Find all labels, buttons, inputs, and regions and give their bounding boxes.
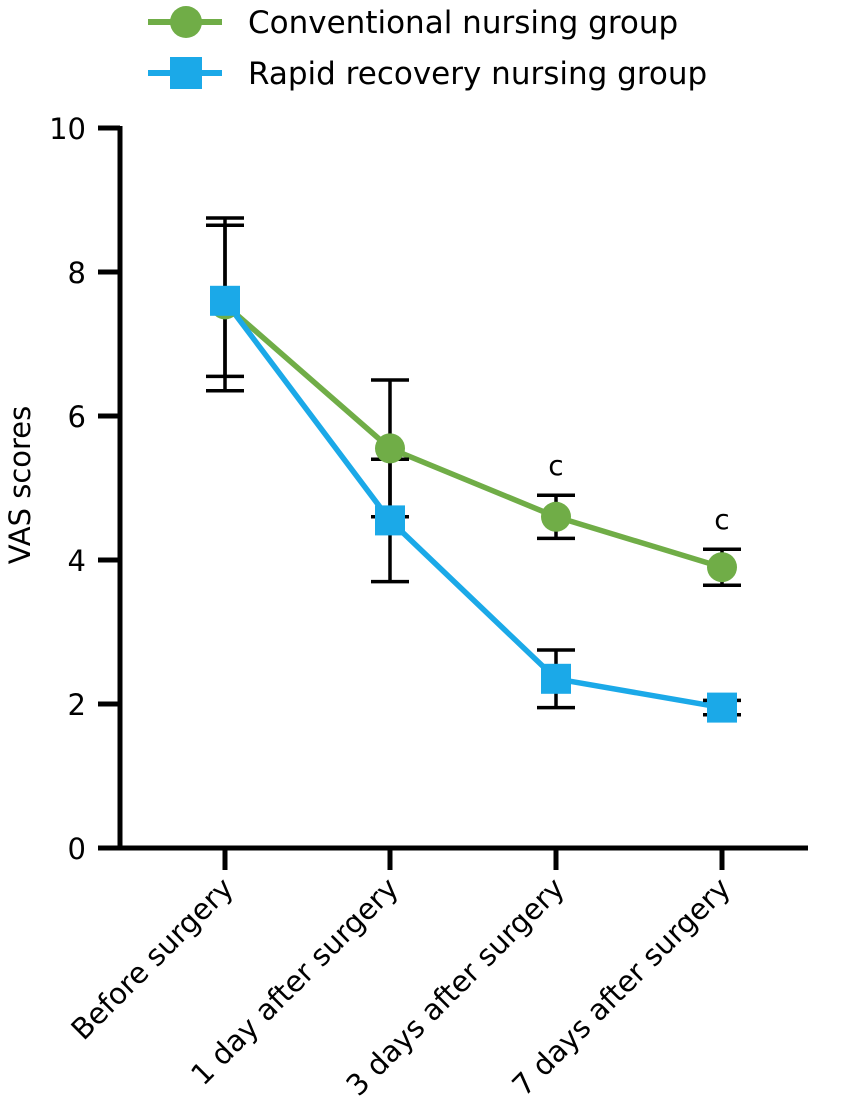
data-point-circle [375, 433, 405, 464]
y-tick-label: 0 [68, 832, 86, 866]
data-point-square [707, 692, 737, 723]
data-point-square [375, 505, 405, 536]
legend-marker-square [170, 57, 202, 89]
series-line [223, 302, 723, 570]
data-point-square [210, 285, 240, 316]
y-tick-label: 10 [49, 112, 86, 146]
data-point-circle [541, 501, 571, 532]
legend: Conventional nursing group Rapid recovery… [148, 5, 707, 92]
y-tick-label: 2 [68, 688, 86, 722]
data-point-square [541, 663, 571, 694]
data-point-circle [707, 552, 737, 583]
legend-label: Conventional nursing group [248, 5, 678, 41]
y-tick-label: 8 [68, 256, 86, 290]
series-line [222, 299, 723, 711]
significance-annotation: c [714, 503, 729, 536]
legend-label: Rapid recovery nursing group [248, 56, 707, 92]
annotation-layer: cc [548, 449, 729, 536]
y-tick-label: 4 [68, 544, 86, 578]
significance-annotation: c [548, 449, 563, 482]
y-axis-label: VAS scores [3, 406, 37, 564]
y-tick-label: 6 [68, 400, 86, 434]
legend-marker-circle [170, 6, 202, 38]
x-tick-label: Before surgery [64, 871, 240, 1047]
series-layer [206, 216, 741, 723]
